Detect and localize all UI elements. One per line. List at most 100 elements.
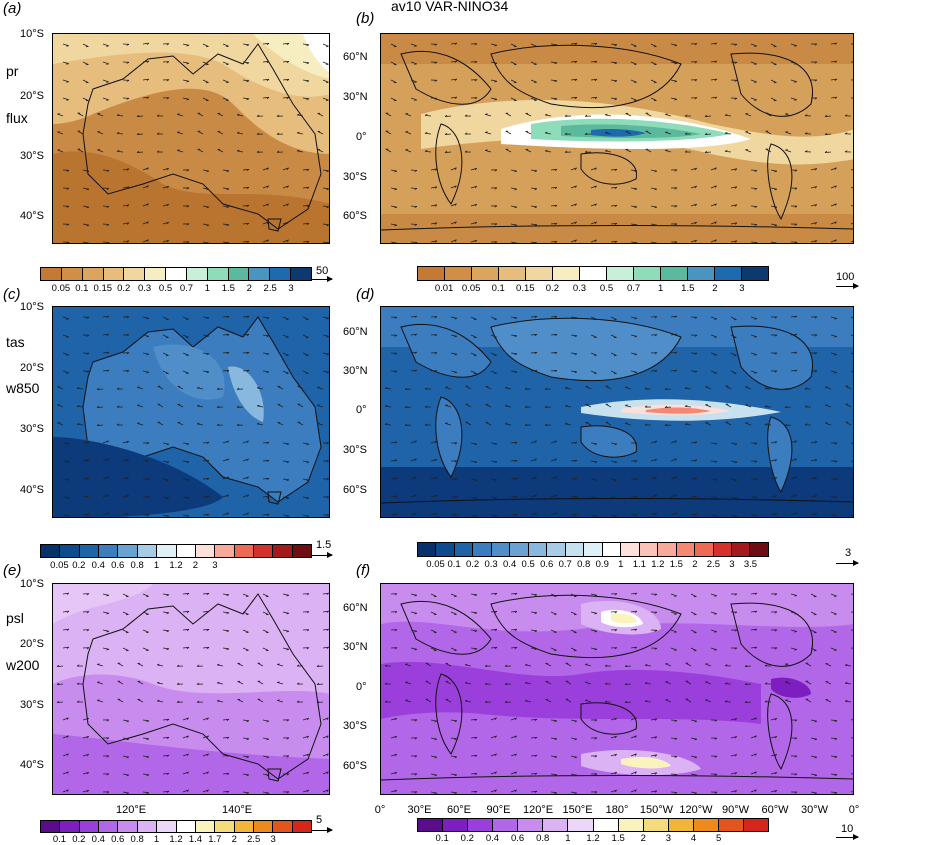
colorbar-swatch <box>60 821 79 832</box>
colorbar-label: 3 <box>739 283 744 294</box>
panel-a-var2: flux <box>6 110 28 126</box>
colorbar-swatch <box>543 819 568 831</box>
panel-f-lon-tick: 30°W <box>801 804 828 816</box>
colorbar-swatch <box>418 543 436 556</box>
panel-e-lon-tick: 140°E <box>222 804 252 816</box>
colorbar-label: 1.2 <box>169 560 182 571</box>
colorbar-swatch <box>594 819 619 831</box>
colorbar-swatch <box>661 267 688 280</box>
panel-b-lat-tick: 30°N <box>343 91 368 103</box>
panel-f-lon-tick: 60°W <box>761 804 788 816</box>
colorbar-swatch <box>157 545 176 557</box>
colorbar-label: 3 <box>666 833 671 844</box>
panel-b-lat-tick: 60°N <box>343 51 368 63</box>
panel-c-var1: tas <box>6 334 25 350</box>
panel-f-field <box>381 584 854 795</box>
panel-c-field <box>53 307 330 518</box>
colorbar-swatch <box>621 543 639 556</box>
panel-b-label: (b) <box>356 10 374 27</box>
colorbar-label: 1 <box>154 560 159 571</box>
colorbar-swatch <box>270 268 291 280</box>
colorbar-label: 0.4 <box>92 560 105 571</box>
colorbar-label: 0.1 <box>492 283 505 294</box>
panel-a-map-australia <box>52 33 330 244</box>
colorbar-label: 0.1 <box>447 559 460 570</box>
panel-b-map-global <box>380 33 854 244</box>
panel-d-lat-tick: 30°N <box>343 365 368 377</box>
panel-c-label: (c) <box>3 286 21 303</box>
colorbar-label: 0.2 <box>117 283 130 294</box>
colorbar-swatch <box>499 267 526 280</box>
colorbar-swatch <box>273 545 292 557</box>
colorbar-swatch <box>254 545 273 557</box>
colorbar-label: 1 <box>618 559 623 570</box>
panel-f-map-global <box>380 583 854 795</box>
colorbar-swatch <box>695 543 713 556</box>
colorbar-swatch <box>418 267 445 280</box>
colorbar-swatch <box>208 268 229 280</box>
colorbar-swatch <box>138 821 157 832</box>
colorbar-label: 0.1 <box>53 834 66 845</box>
colorbar-label: 0.6 <box>111 560 124 571</box>
colorbar-swatch <box>436 543 454 556</box>
colorbar-label: 1.7 <box>208 834 221 845</box>
colorbar-label: 3 <box>270 834 275 845</box>
colorbar-label: 0.6 <box>511 833 524 844</box>
panel-b-lat-tick: 30°S <box>343 171 367 183</box>
colorbar-swatch <box>732 543 750 556</box>
colorbar-label: 2.5 <box>247 834 260 845</box>
colorbar-label: 1.5 <box>612 833 625 844</box>
panel-e-map-australia <box>52 583 330 795</box>
colorbar-label: 1.4 <box>189 834 202 845</box>
colorbar-swatch <box>526 267 553 280</box>
colorbar-label: 0.3 <box>138 283 151 294</box>
colorbar-swatch <box>714 543 732 556</box>
colorbar-swatch <box>669 819 694 831</box>
panel-e-label: (e) <box>3 562 21 579</box>
colorbar-swatch <box>249 268 270 280</box>
colorbar-swatch <box>196 545 215 557</box>
panel-f-lon-tick: 150°E <box>562 804 592 816</box>
colorbar-label: 0.05 <box>50 560 69 571</box>
panel-a-lat-tick: 10°S <box>20 28 44 40</box>
panel-c-map-australia <box>52 306 330 518</box>
colorbar-swatch <box>235 545 254 557</box>
panel-c-lat-tick: 40°S <box>20 484 44 496</box>
colorbar-label: 0.5 <box>159 283 172 294</box>
panel-c-ref-arrow-icon <box>312 555 332 556</box>
colorbar-swatch <box>60 545 79 557</box>
colorbar-swatch <box>177 821 196 832</box>
colorbar-label: 0.1 <box>436 833 449 844</box>
panel-e-lat-tick: 20°S <box>20 638 44 650</box>
panel-d-lat-tick: 30°S <box>343 444 367 456</box>
panel-a-lat-tick: 30°S <box>20 150 44 162</box>
colorbar-label: 0.05 <box>462 283 481 294</box>
colorbar-swatch <box>41 545 60 557</box>
colorbar-swatch <box>742 267 768 280</box>
colorbar-swatch <box>254 821 273 832</box>
colorbar-swatch <box>62 268 83 280</box>
colorbar-label: 0.1 <box>75 283 88 294</box>
colorbar-swatch <box>418 819 443 831</box>
colorbar-swatch <box>157 821 176 832</box>
colorbar-swatch <box>566 543 584 556</box>
colorbar-swatch <box>215 821 234 832</box>
colorbar-label: 2 <box>712 283 717 294</box>
colorbar-label: 1.2 <box>586 833 599 844</box>
colorbar-label: 0.15 <box>94 283 113 294</box>
colorbar-label: 0.7 <box>180 283 193 294</box>
colorbar-swatch <box>553 267 580 280</box>
colorbar-label: 2.5 <box>707 559 720 570</box>
colorbar-label: 0.01 <box>435 283 454 294</box>
panel-a-label: (a) <box>3 0 21 17</box>
colorbar-label: 1 <box>565 833 570 844</box>
colorbar-label: 3.5 <box>744 559 757 570</box>
panel-d-field <box>381 307 854 518</box>
panel-f-ref-vector-label: 10 <box>841 823 853 835</box>
colorbar-label: 1 <box>205 283 210 294</box>
colorbar-label: 0.05 <box>52 283 71 294</box>
panel-d-lat-tick: 60°S <box>343 484 367 496</box>
colorbar-swatch <box>492 543 510 556</box>
